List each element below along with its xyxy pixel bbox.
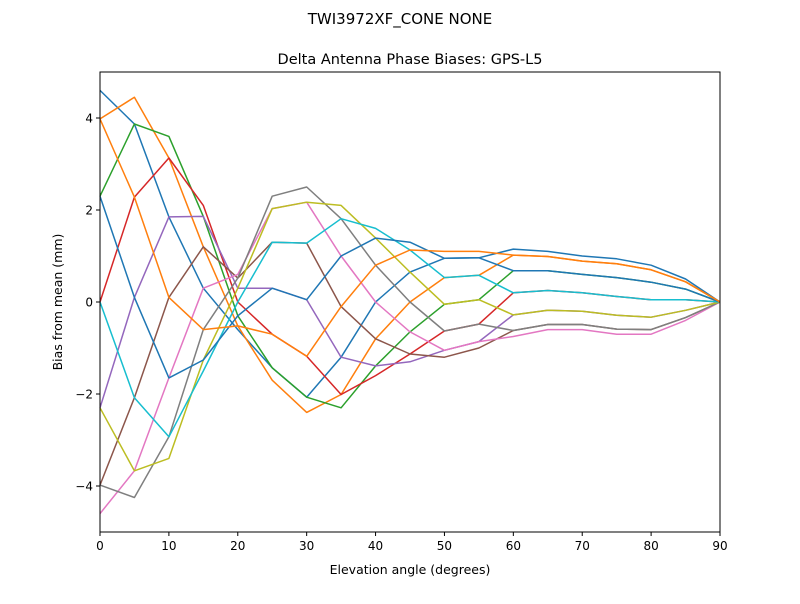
x-tick-label: 90	[712, 539, 727, 553]
y-tick-label: 4	[85, 112, 93, 126]
x-tick-label: 70	[575, 539, 590, 553]
series-line-6	[99, 201, 721, 515]
x-tick-label: 20	[230, 539, 245, 553]
plot-lines	[99, 89, 721, 515]
x-axis: 0 10 20 30 40 50 60 70 80 90	[96, 532, 728, 553]
y-tick-label: 0	[85, 296, 93, 310]
y-tick-label: 2	[85, 204, 93, 218]
series-line-11	[99, 118, 721, 358]
x-tick-label: 0	[96, 539, 104, 553]
x-tick-label: 30	[299, 539, 314, 553]
y-axis: −4 −2 0 2 4	[75, 112, 100, 494]
chart-suptitle: TWI3972XF_CONE NONE	[307, 10, 492, 29]
x-tick-label: 40	[368, 539, 383, 553]
x-tick-label: 10	[161, 539, 176, 553]
chart-title: Delta Antenna Phase Biases: GPS-L5	[278, 52, 543, 68]
y-axis-label: Bias from mean (mm)	[50, 234, 65, 371]
x-tick-label: 60	[506, 539, 521, 553]
y-tick-label: −4	[75, 480, 93, 494]
x-tick-label: 80	[643, 539, 658, 553]
series-line-10	[99, 195, 721, 379]
x-tick-label: 50	[437, 539, 452, 553]
x-axis-label: Elevation angle (degrees)	[330, 562, 491, 577]
y-tick-label: −2	[75, 388, 93, 402]
